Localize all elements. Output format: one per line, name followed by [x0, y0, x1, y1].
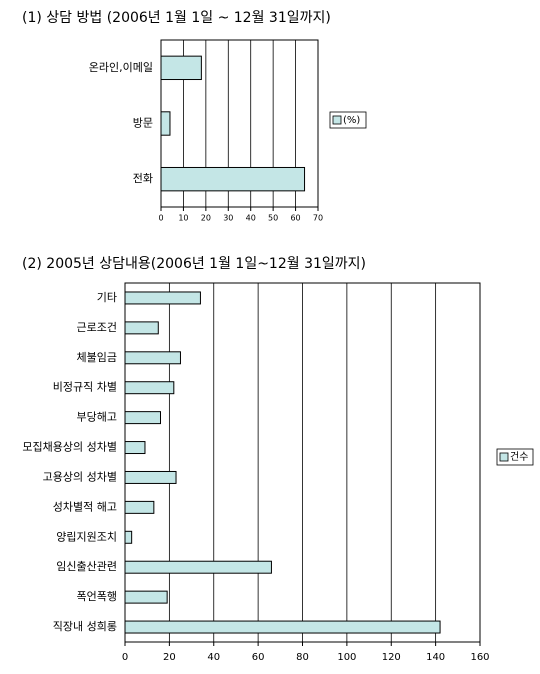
- legend-swatch: [332, 115, 342, 125]
- y-tick-label: 부당해고: [77, 410, 117, 424]
- legend-swatch: [499, 452, 509, 462]
- chart-title: (1) 상담 방법 (2006년 1월 1일 ~ 12월 31일까지): [22, 10, 331, 26]
- y-tick-label: 성차별적 해고: [53, 499, 117, 513]
- x-tick-label: 70: [313, 214, 323, 223]
- y-tick-label: 온라인,이메일: [89, 60, 153, 74]
- y-tick-label: 모집채용상의 성차별: [22, 441, 117, 454]
- bar: [124, 530, 133, 544]
- bar: [124, 470, 177, 484]
- plot-frame: [124, 282, 481, 643]
- y-tick-label: 폭언폭행: [77, 590, 117, 603]
- bar: [160, 111, 171, 136]
- bar: [124, 411, 161, 425]
- x-tick-label: 30: [223, 214, 233, 223]
- bar: [124, 560, 272, 574]
- y-tick-label: 방문: [133, 117, 153, 130]
- y-tick-label: 비정규직 차별: [53, 381, 117, 394]
- x-tick-label: 120: [382, 652, 401, 663]
- bar: [124, 381, 175, 395]
- bar: [124, 500, 155, 514]
- x-tick-label: 20: [163, 652, 176, 663]
- x-tick-label: 140: [426, 652, 445, 663]
- y-tick-label: 양립지원조치: [56, 530, 117, 543]
- x-tick-label: 40: [246, 214, 256, 223]
- x-tick-label: 10: [178, 214, 188, 223]
- y-tick-label: 전화: [133, 172, 153, 185]
- x-tick-label: 80: [296, 652, 309, 663]
- x-tick-label: 40: [207, 652, 220, 663]
- bar: [124, 441, 146, 455]
- legend-label: (%): [343, 115, 360, 126]
- x-tick-label: 160: [470, 652, 489, 663]
- y-tick-label: 고용상의 성차별: [43, 470, 117, 483]
- y-tick-label: 기타: [97, 291, 117, 304]
- bar: [124, 620, 441, 634]
- x-tick-label: 0: [122, 652, 128, 663]
- bar: [160, 166, 306, 192]
- x-tick-label: 20: [201, 214, 211, 223]
- x-tick-label: 100: [337, 652, 356, 663]
- bar: [124, 291, 201, 305]
- chart-title: (2) 2005년 상담내용(2006년 1월 1일~12월 31일까지): [22, 256, 366, 272]
- bar: [124, 351, 181, 365]
- x-tick-label: 0: [158, 214, 163, 223]
- y-tick-label: 체불임금: [77, 351, 117, 364]
- y-tick-label: 직장내 성희롱: [53, 620, 117, 633]
- legend-label: 건수: [510, 451, 528, 463]
- x-tick-label: 50: [268, 214, 278, 223]
- bar: [124, 321, 159, 335]
- x-tick-label: 60: [290, 214, 300, 223]
- y-tick-label: 근로조건: [77, 321, 117, 334]
- y-tick-label: 임신출산관련: [56, 560, 117, 573]
- x-tick-label: 60: [252, 652, 265, 663]
- bar: [160, 55, 202, 81]
- bar: [124, 590, 168, 604]
